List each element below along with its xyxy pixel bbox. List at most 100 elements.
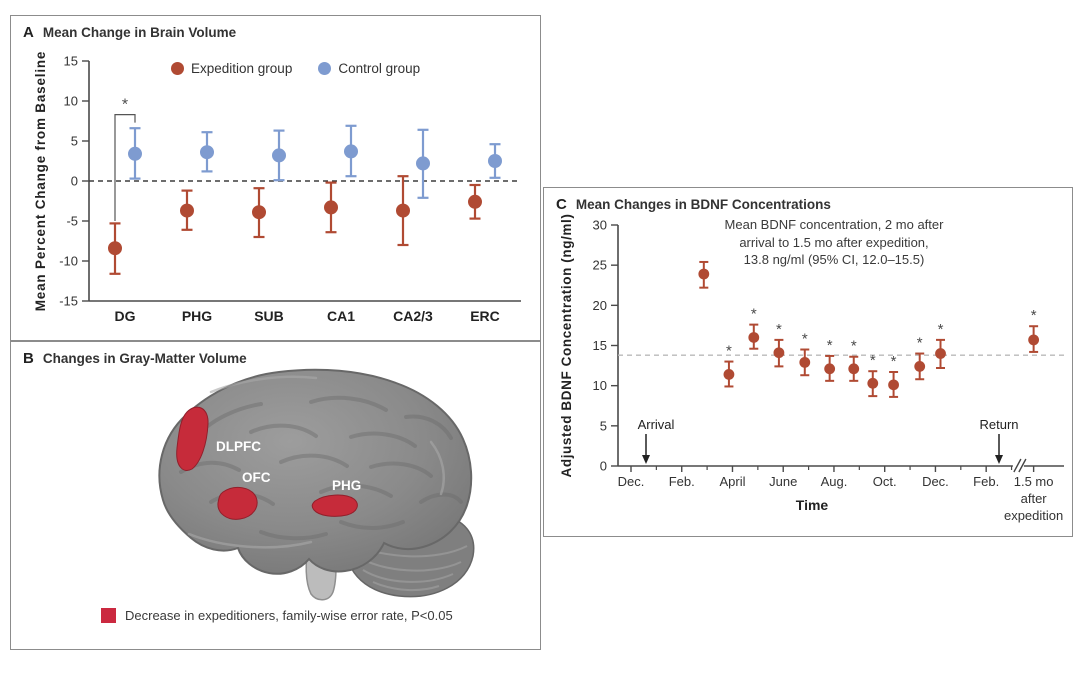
panel-b-gray-matter: B Changes in Gray-Matter Volume	[10, 341, 541, 650]
annotation-line-1: Mean BDNF concentration, 2 mo after	[724, 217, 944, 232]
ofc-region-label: OFC	[242, 470, 271, 485]
return-label: Return	[979, 417, 1018, 432]
ofc-cluster	[217, 486, 258, 520]
x-tick-label: April	[719, 474, 745, 489]
data-point	[1028, 334, 1040, 346]
y-tick-label: 10	[593, 378, 607, 393]
x-tick-label: Feb.	[973, 474, 999, 489]
brain-volume-chart: 15 10 5 0 -5 -10 -15 Mean Percent Change from B…	[33, 51, 521, 324]
significance-asterisk: *	[891, 353, 897, 370]
data-point	[935, 348, 946, 359]
gyri-highlights	[187, 375, 445, 549]
axis-break-slash	[1018, 458, 1027, 473]
y-tick-label: -10	[59, 254, 78, 269]
x-axis-title: Time	[796, 497, 829, 513]
y-tick-label: 5	[600, 418, 607, 433]
x-tick-label: Oct.	[873, 474, 897, 489]
data-point	[888, 379, 899, 391]
panel-a-letter: A	[23, 24, 34, 41]
y-tick-label: 20	[593, 298, 607, 313]
phg-region-label: PHG	[332, 478, 361, 493]
category-label: PHG	[182, 308, 212, 324]
significance-bracket	[114, 114, 136, 221]
y-axis-title: Adjusted BDNF Concentration (ng/ml)	[559, 214, 574, 478]
panel-a-legend: Expedition group Control group	[171, 61, 420, 76]
panel-b-title-text: Changes in Gray-Matter Volume	[42, 351, 247, 366]
significance-asterisk: *	[1031, 307, 1037, 324]
arrival-arrowhead-icon	[642, 455, 650, 464]
significance-asterisk: *	[776, 321, 782, 338]
x-tick-label: 1.5 mo	[1014, 474, 1054, 489]
significance-asterisk: *	[827, 337, 833, 354]
x-tick-label: Dec.	[922, 474, 949, 489]
y-tick-label: 30	[593, 218, 607, 233]
significance-asterisk: *	[938, 321, 944, 338]
annotation-line-3: 13.8 ng/ml (95% CI, 12.0–15.5)	[743, 252, 925, 267]
panel-a-title-text: Mean Change in Brain Volume	[42, 25, 237, 40]
return-arrowhead-icon	[995, 455, 1003, 464]
data-point	[773, 347, 785, 359]
data-point	[914, 360, 926, 372]
data-point	[396, 203, 410, 218]
data-point	[698, 268, 710, 280]
panel-c-title-text: Mean Changes in BDNF Concentrations	[575, 197, 831, 212]
highlight-clusters	[176, 406, 358, 520]
category-label: ERC	[470, 308, 500, 324]
cerebrum	[158, 368, 473, 575]
category-label: SUB	[254, 308, 284, 324]
data-point	[867, 377, 879, 389]
axis-break-mask	[1012, 461, 1024, 471]
y-tick-label: 0	[71, 174, 78, 189]
panel-a-brain-volume: A Mean Change in Brain Volume 15 10 5 0 -5 -1…	[10, 15, 541, 341]
significance-asterisk: *	[851, 338, 857, 355]
y-tick-label: 15	[64, 54, 78, 69]
significance-asterisk: *	[917, 335, 923, 352]
data-point	[416, 156, 430, 171]
decrease-legend-label: Decrease in expeditioners, family-wise e…	[125, 608, 453, 623]
data-point	[848, 363, 860, 375]
significance-asterisk: *	[802, 331, 808, 348]
data-point	[468, 194, 482, 209]
data-point	[200, 145, 214, 160]
panel-a-title: A Mean Change in Brain Volume	[23, 24, 236, 41]
dlpfc-cluster	[176, 406, 209, 471]
panel-b-letter: B	[23, 350, 34, 367]
y-tick-label: 5	[71, 134, 78, 149]
data-point	[488, 154, 502, 168]
phg-cluster	[311, 494, 358, 517]
control-group-marker-icon	[318, 62, 332, 75]
axis-break-slash	[1013, 458, 1022, 473]
legend-item-control: Control group	[318, 61, 420, 76]
data-point	[824, 363, 836, 375]
x-tick-label: Feb.	[669, 474, 695, 489]
expedition-group-label: Expedition group	[191, 61, 293, 76]
data-point	[108, 241, 122, 256]
panel-c-bdnf: C Mean Changes in BDNF Concentrations 0 5…	[543, 187, 1073, 537]
data-point	[272, 148, 286, 163]
brain-render: DLPFC OFC PHG	[158, 368, 475, 601]
x-tick-label: after	[1021, 491, 1048, 506]
annotation-line-2: arrival to 1.5 mo after expedition,	[739, 234, 929, 250]
dlpfc-region-label: DLPFC	[216, 439, 261, 454]
category-label: CA1	[327, 308, 355, 324]
y-tick-label: -5	[66, 214, 78, 229]
data-point	[180, 203, 194, 218]
x-tick-label: June	[769, 474, 797, 489]
x-tick-label: Aug.	[821, 474, 848, 489]
y-tick-label: 25	[593, 258, 607, 273]
category-label: DG	[115, 308, 136, 324]
significance-asterisk: *	[870, 352, 876, 369]
expedition-group-marker-icon	[171, 62, 184, 75]
bdnf-chart: 0 5 10 15 20 25 30 Adjusted BDNF Concentration …	[559, 214, 1064, 523]
data-point	[128, 146, 142, 161]
arrival-label: Arrival	[638, 417, 675, 432]
data-point	[723, 369, 735, 380]
category-label: CA2/3	[393, 308, 433, 324]
y-tick-label: 10	[64, 94, 78, 109]
y-tick-label: 0	[600, 459, 607, 474]
bdnf-mean-annotation: Mean BDNF concentration, 2 mo after arri…	[674, 216, 994, 269]
data-point	[324, 200, 338, 215]
control-group-label: Control group	[338, 61, 421, 76]
data-point	[748, 332, 760, 343]
